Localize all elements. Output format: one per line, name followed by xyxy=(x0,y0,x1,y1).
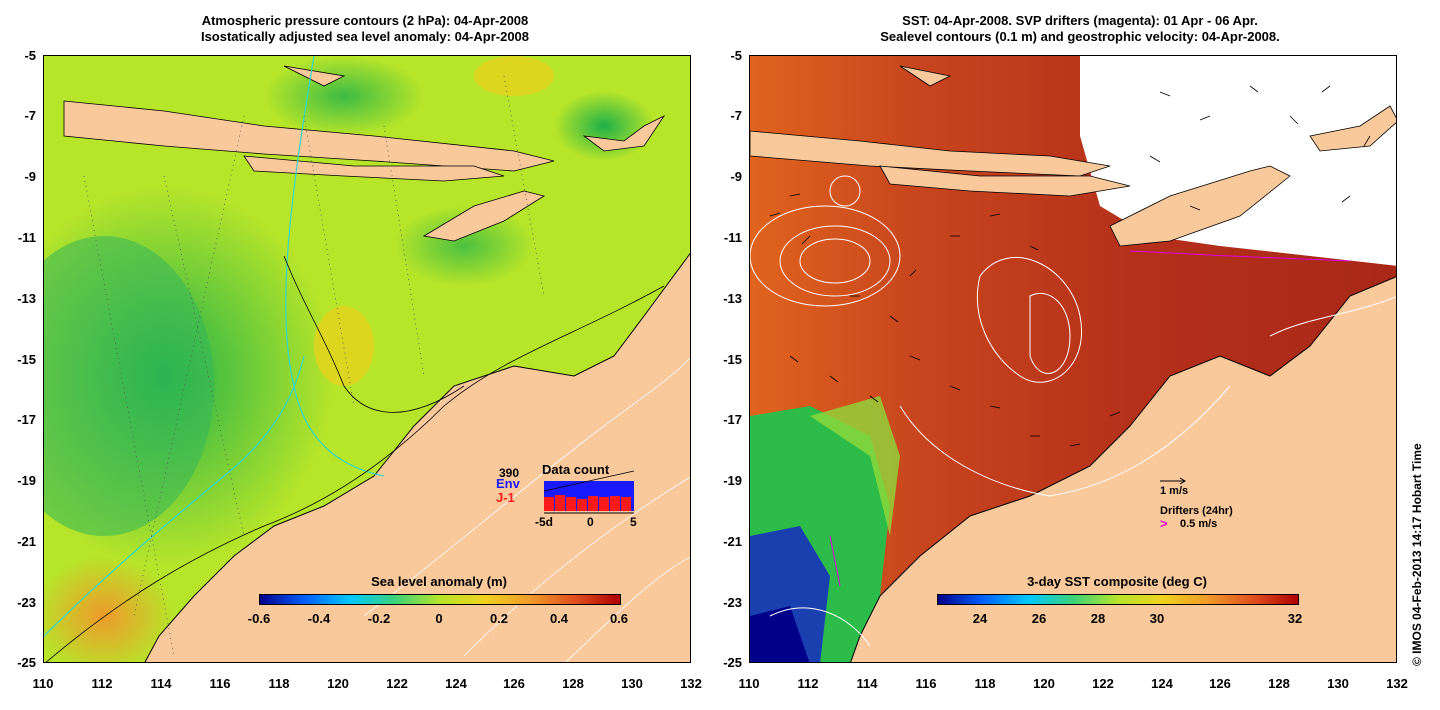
lon-tick: 116 xyxy=(209,676,231,691)
inset-count: 390 xyxy=(499,466,520,480)
lon-tick: 124 xyxy=(1151,676,1173,691)
lon-tick: 120 xyxy=(327,676,349,691)
sst-map: 1 m/s Drifters (24hr) > 0.5 m/s 3-day SS… xyxy=(749,55,1397,663)
lat-tick: -17 xyxy=(17,412,36,427)
lon-tick: 110 xyxy=(32,676,54,691)
lon-tick: 132 xyxy=(1386,676,1408,691)
sla-cbar-tick: -0.6 xyxy=(247,611,271,626)
sst-cbar-tick: 28 xyxy=(1090,611,1106,626)
lon-tick: 128 xyxy=(1268,676,1290,691)
sla-cbar-tick: -0.4 xyxy=(307,611,331,626)
lon-tick: 122 xyxy=(1092,676,1114,691)
sst-cbar-tick: 24 xyxy=(972,611,988,626)
inset-title: Data count xyxy=(542,462,610,477)
left-title-line1: Atmospheric pressure contours (2 hPa): 0… xyxy=(201,13,529,28)
lon-tick: 110 xyxy=(738,676,760,691)
sst-cbar-tick: 26 xyxy=(1031,611,1047,626)
lon-tick: 114 xyxy=(150,676,172,691)
inset-xtick-0: -5d xyxy=(535,515,553,529)
drifter-scale-label: 0.5 m/s xyxy=(1180,518,1218,530)
lat-tick: -21 xyxy=(17,534,36,549)
lon-tick: 112 xyxy=(797,676,819,691)
lon-tick: 116 xyxy=(915,676,937,691)
lat-tick: -17 xyxy=(723,412,742,427)
lat-tick: -15 xyxy=(17,352,36,367)
lon-tick: 124 xyxy=(445,676,467,691)
sst-map-svg xyxy=(750,56,1396,662)
sla-cbar-tick: 0 xyxy=(435,611,443,626)
inset-xtick-2: 5 xyxy=(630,515,637,529)
lon-tick: 130 xyxy=(621,676,643,691)
drifter-scale-arrow-icon: > xyxy=(1160,516,1168,531)
sla-colorbar-title: Sea level anomaly (m) xyxy=(371,574,507,589)
lat-tick: -5 xyxy=(730,48,742,63)
sst-colorbar-title: 3-day SST composite (deg C) xyxy=(1027,574,1207,589)
lat-tick: -11 xyxy=(17,230,36,245)
sst-cbar-tick: 32 xyxy=(1287,611,1303,626)
lon-tick: 122 xyxy=(386,676,408,691)
sst-colorbar xyxy=(937,594,1299,605)
inset-env-label: Env xyxy=(496,476,520,491)
credit-text: © IMOS 04-Feb-2013 14:17 Hobart Time xyxy=(1410,443,1424,666)
sla-cbar-tick: 0.6 xyxy=(609,611,629,626)
lon-tick: 118 xyxy=(268,676,290,691)
lon-tick: 118 xyxy=(974,676,996,691)
lon-tick: 126 xyxy=(503,676,525,691)
lon-tick: 126 xyxy=(1209,676,1231,691)
sla-cbar-tick: 0.4 xyxy=(549,611,569,626)
lat-tick: -9 xyxy=(24,169,36,184)
lat-tick: -9 xyxy=(730,169,742,184)
lon-tick: 114 xyxy=(856,676,878,691)
lon-tick: 120 xyxy=(1033,676,1055,691)
lat-tick: -7 xyxy=(24,108,36,123)
sst-cbar-tick: 30 xyxy=(1149,611,1165,626)
lat-tick: -11 xyxy=(723,230,742,245)
sla-map-svg xyxy=(44,56,690,662)
data-count-inset xyxy=(543,470,635,514)
lat-tick: -13 xyxy=(723,291,742,306)
lat-tick: -5 xyxy=(24,48,36,63)
lat-tick: -21 xyxy=(723,534,742,549)
lat-tick: -19 xyxy=(17,473,36,488)
sla-cbar-tick: 0.2 xyxy=(489,611,509,626)
lat-tick: -15 xyxy=(723,352,742,367)
sla-colorbar xyxy=(259,594,621,605)
inset-xtick-1: 0 xyxy=(587,515,594,529)
sla-map: 390 Env J-1 Data count -5d 0 5 Sea level… xyxy=(43,55,691,663)
right-title-line2: Sealevel contours (0.1 m) and geostrophi… xyxy=(880,29,1280,44)
lat-tick: -19 xyxy=(723,473,742,488)
right-title: SST: 04-Apr-2008. SVP drifters (magenta)… xyxy=(800,13,1360,45)
lat-tick: -7 xyxy=(730,108,742,123)
lat-tick: -23 xyxy=(17,595,36,610)
lat-tick: -25 xyxy=(723,655,742,670)
lon-tick: 112 xyxy=(91,676,113,691)
drifters-label: Drifters (24hr) xyxy=(1160,505,1233,517)
lat-tick: -25 xyxy=(17,655,36,670)
inset-j1-label: J-1 xyxy=(496,490,515,505)
lon-tick: 130 xyxy=(1327,676,1349,691)
lon-tick: 132 xyxy=(680,676,702,691)
left-title: Atmospheric pressure contours (2 hPa): 0… xyxy=(85,13,645,45)
lon-tick: 128 xyxy=(562,676,584,691)
lat-tick: -23 xyxy=(723,595,742,610)
right-title-line1: SST: 04-Apr-2008. SVP drifters (magenta)… xyxy=(902,13,1258,28)
left-title-line2: Isostatically adjusted sea level anomaly… xyxy=(200,29,530,44)
lat-tick: -13 xyxy=(17,291,36,306)
velocity-scale-label: 1 m/s xyxy=(1160,485,1189,497)
sla-cbar-tick: -0.2 xyxy=(367,611,391,626)
